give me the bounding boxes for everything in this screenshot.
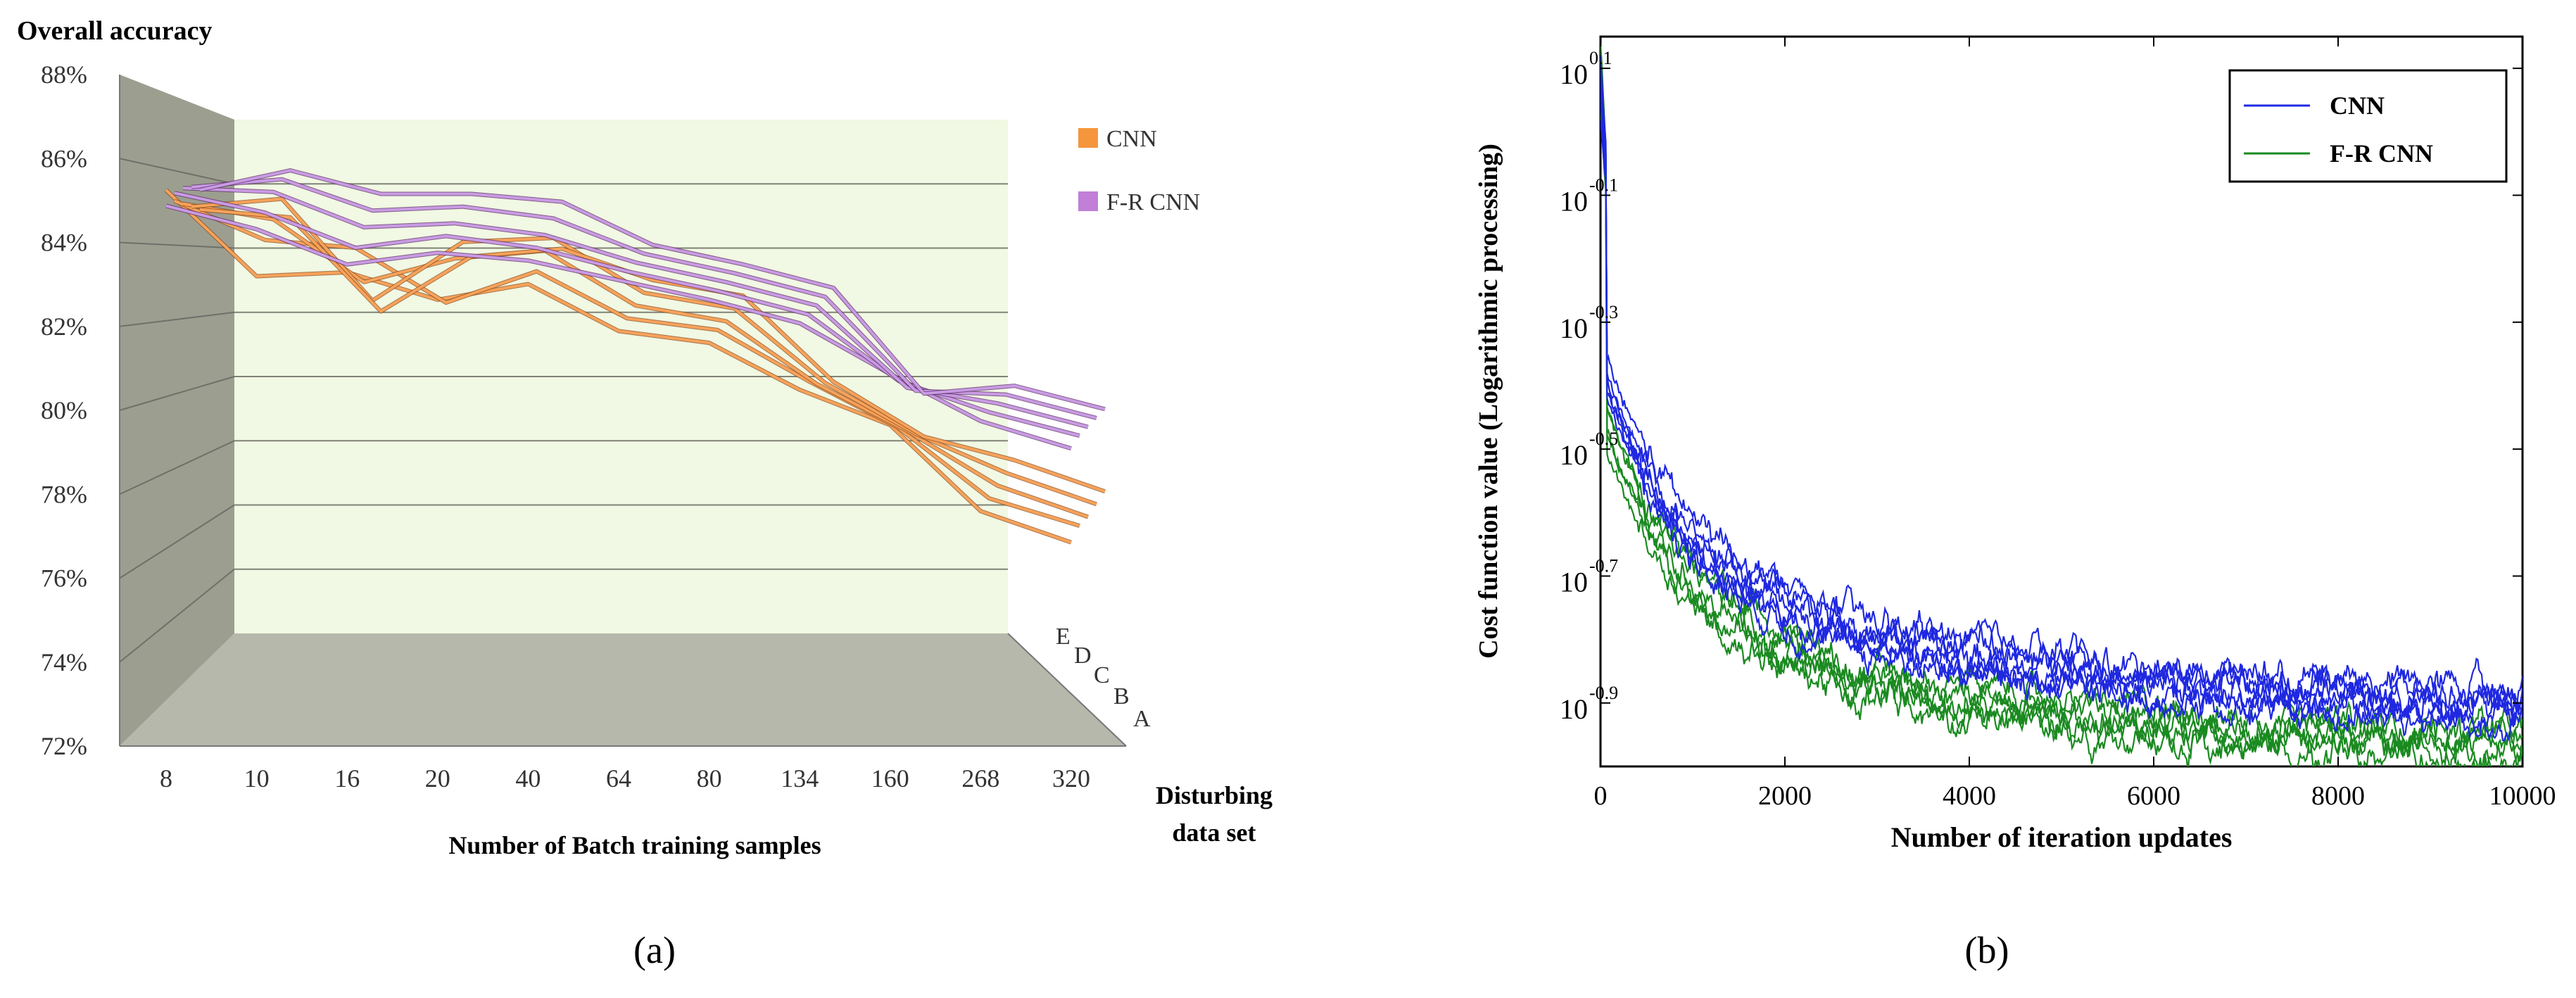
x-tick-label: 10000 [2489, 781, 2556, 811]
panel-label-b: (b) [1965, 929, 2009, 971]
y-tick-label: 80% [41, 396, 87, 424]
x-tick-label: 8 [160, 764, 172, 792]
y-tick-labels: 88% 86% 84% 82% 80% 78% 76% 74% 72% [41, 61, 87, 760]
gridlines [119, 158, 1008, 663]
y-tick-exponent: -0.5 [1589, 429, 1618, 449]
gridline-side [119, 241, 235, 249]
y-tick-exponent: -0.1 [1589, 175, 1618, 195]
legend-swatch-cnn [1078, 128, 1098, 148]
panel-b-log-line-chart: 0 2000 4000 6000 8000 10000 100.110-0.110-0.3… [1474, 35, 2556, 971]
floor [120, 633, 1126, 746]
depth-axis-line [1007, 633, 1127, 747]
side-wall [120, 75, 234, 746]
y-tick-label: 74% [41, 648, 87, 676]
x-tick-label: 8000 [2311, 781, 2365, 811]
series-line [165, 189, 1072, 544]
series-line [199, 169, 1106, 411]
gridline-side [119, 158, 235, 185]
y-axis-title: Cost function value (Logarithmic process… [1474, 144, 1503, 659]
x-tick-labels: 8 10 16 20 40 64 80 134 160 268 320 [160, 764, 1090, 792]
gridline-side [119, 376, 235, 411]
y-tick-label: 76% [41, 564, 87, 593]
x-tick-label: 134 [781, 764, 819, 792]
legend-swatch-frcnn [1078, 191, 1098, 211]
x-tick-label: 6000 [2127, 781, 2180, 811]
y-tick-label: 84% [41, 229, 87, 257]
x-tick-label: 80 [697, 764, 722, 792]
gridline-side [119, 568, 235, 663]
convergence-curve [1600, 43, 2523, 766]
y-tick-base: 10 [1560, 312, 1588, 344]
series-line [199, 208, 1106, 493]
panel-label-a: (a) [633, 929, 676, 971]
y-tick-label: 78% [41, 480, 87, 508]
panel-a-title: Overall accuracy [17, 16, 213, 46]
y-tick-label: 82% [41, 312, 87, 341]
x-tick-label: 2000 [1758, 781, 1812, 811]
depth-tick-label: D [1074, 643, 1092, 669]
y-tick-base: 10 [1560, 566, 1588, 598]
convergence-curve [1600, 82, 2523, 743]
y-tick-base: 10 [1560, 185, 1588, 217]
depth-axis-title-line2: data set [1173, 819, 1256, 847]
y-tick-base: 10 [1560, 439, 1588, 471]
convergence-curve [1600, 95, 2523, 766]
gridline-side [119, 311, 235, 327]
x-tick-label: 10 [244, 764, 270, 792]
y-tick-label: 86% [41, 144, 87, 172]
x-tick-label: 16 [334, 764, 360, 792]
y-tick-label: 72% [41, 732, 87, 760]
depth-tick-label: E [1056, 624, 1071, 650]
x-tick-label: 0 [1594, 781, 1608, 811]
legend-box [2228, 69, 2508, 183]
y-tick-exponent: -0.3 [1589, 302, 1618, 322]
panel-a-3d-line-chart: Overall accuracy 88% 86% 84% 82% 80% 78% 76% 74… [17, 16, 1273, 971]
depth-tick-label: B [1113, 683, 1130, 709]
y-tick-base: 10 [1560, 693, 1588, 725]
x-tick-label: 64 [606, 764, 631, 792]
y-tick-exponent: -0.7 [1589, 555, 1618, 576]
x-tick-label: 268 [961, 764, 999, 792]
gridline-side [119, 504, 235, 579]
x-tick-label: 40 [515, 764, 541, 792]
depth-axis-title-line1: Disturbing [1156, 781, 1273, 809]
legend-label-cnn: CNN [2330, 91, 2385, 120]
x-axis-title: Number of iteration updates [1891, 821, 2233, 853]
series-lines [164, 168, 1106, 545]
x-tick-label: 160 [871, 764, 909, 792]
x-tick-label: 4000 [1943, 781, 1996, 811]
depth-tick-label: C [1094, 662, 1110, 688]
convergence-curve [1600, 120, 2523, 712]
y-tick-label: 88% [41, 61, 87, 89]
legend-label-frcnn: F-R CNN [2330, 139, 2433, 168]
legend-label-cnn: CNN [1106, 126, 1157, 152]
depth-tick-label: A [1133, 706, 1151, 732]
y-tick-base: 10 [1560, 58, 1588, 90]
y-tick-exponent: -0.9 [1589, 683, 1618, 703]
x-axis-title: Number of Batch training samples [448, 831, 821, 859]
y-tick-exponent: 0.1 [1589, 48, 1612, 68]
gridline-side [119, 440, 235, 495]
x-tick-label: 20 [425, 764, 450, 792]
series-lines [1600, 43, 2523, 766]
series-line [191, 197, 1097, 506]
x-tick-label: 320 [1052, 764, 1090, 792]
y-tick-labels: 100.110-0.110-0.310-0.510-0.710-0.9 [1560, 48, 2523, 725]
legend-label-frcnn: F-R CNN [1106, 189, 1200, 215]
x-tick-labels: 0 2000 4000 6000 8000 10000 [1594, 37, 2556, 811]
